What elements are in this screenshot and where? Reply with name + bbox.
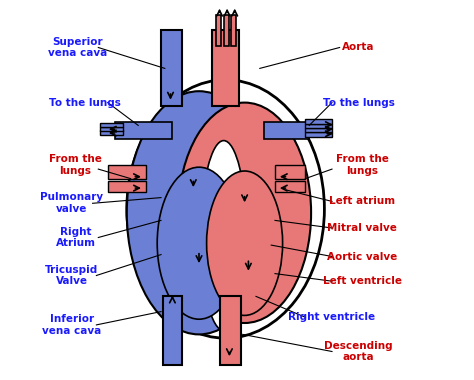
Ellipse shape: [201, 141, 246, 331]
FancyBboxPatch shape: [212, 30, 239, 106]
FancyBboxPatch shape: [305, 119, 332, 124]
Text: Tricuspid
Valve: Tricuspid Valve: [45, 265, 98, 286]
Text: Left ventricle: Left ventricle: [323, 276, 402, 286]
FancyBboxPatch shape: [100, 127, 123, 131]
Text: Inferior
vena cava: Inferior vena cava: [42, 314, 101, 336]
Text: To the lungs: To the lungs: [323, 98, 394, 108]
FancyBboxPatch shape: [161, 30, 182, 106]
FancyBboxPatch shape: [216, 15, 221, 46]
FancyBboxPatch shape: [224, 15, 228, 46]
Text: To the lungs: To the lungs: [49, 98, 121, 108]
Text: Aorta: Aorta: [342, 43, 375, 52]
Text: Pulmonary
valve: Pulmonary valve: [40, 193, 103, 214]
FancyBboxPatch shape: [305, 128, 332, 132]
Text: Right ventricle: Right ventricle: [289, 312, 375, 322]
Ellipse shape: [178, 103, 311, 323]
Ellipse shape: [157, 167, 241, 319]
Text: Mitral valve: Mitral valve: [328, 223, 397, 233]
FancyBboxPatch shape: [163, 296, 182, 365]
Text: Superior
vena cava: Superior vena cava: [48, 37, 107, 58]
FancyBboxPatch shape: [108, 165, 146, 179]
FancyBboxPatch shape: [305, 124, 332, 128]
FancyBboxPatch shape: [115, 122, 173, 139]
FancyBboxPatch shape: [108, 180, 146, 192]
FancyBboxPatch shape: [275, 180, 305, 192]
FancyBboxPatch shape: [305, 132, 332, 137]
Text: From the
lungs: From the lungs: [336, 155, 389, 176]
Text: Descending
aorta: Descending aorta: [324, 341, 393, 362]
FancyBboxPatch shape: [220, 296, 241, 365]
FancyBboxPatch shape: [275, 165, 305, 179]
Text: Right
Atrium: Right Atrium: [55, 227, 95, 248]
FancyBboxPatch shape: [231, 15, 236, 46]
Text: From the
lungs: From the lungs: [49, 155, 102, 176]
FancyBboxPatch shape: [100, 123, 123, 127]
Ellipse shape: [127, 80, 324, 338]
Ellipse shape: [127, 91, 271, 334]
FancyBboxPatch shape: [264, 122, 309, 139]
Text: Aortic valve: Aortic valve: [327, 252, 398, 261]
Text: Left atrium: Left atrium: [329, 196, 395, 206]
Ellipse shape: [207, 171, 283, 315]
FancyBboxPatch shape: [100, 130, 123, 135]
